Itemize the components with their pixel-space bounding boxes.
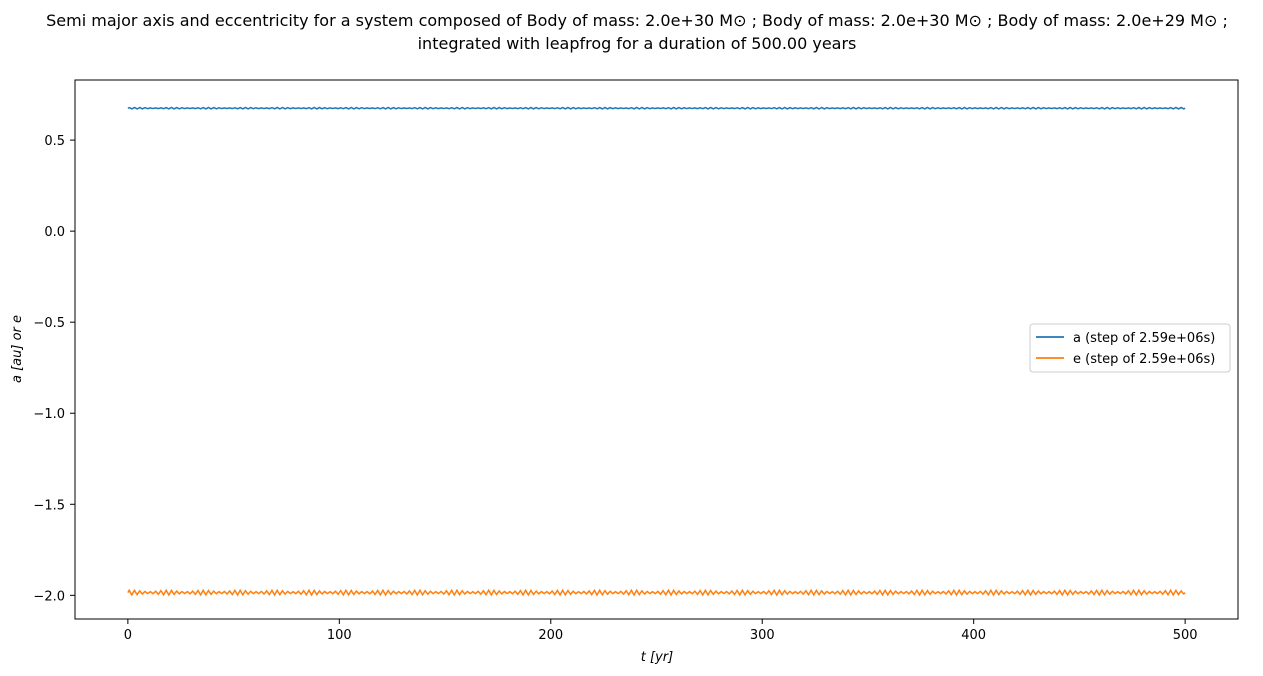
legend: a (step of 2.59e+06s) e (step of 2.59e+0… bbox=[1029, 323, 1231, 373]
chart-title-line-2: integrated with leapfrog for a duration … bbox=[418, 34, 857, 53]
legend-label-e: e (step of 2.59e+06s) bbox=[1073, 352, 1215, 367]
legend-box bbox=[1029, 323, 1231, 373]
x-tick-label: 300 bbox=[750, 628, 775, 643]
y-tick-label: −1.0 bbox=[33, 407, 65, 422]
x-axis-label: t [yr] bbox=[641, 650, 673, 665]
y-tick-label: −0.5 bbox=[33, 316, 65, 331]
x-tick-label: 400 bbox=[961, 628, 986, 643]
series-lines bbox=[127, 106, 1186, 597]
x-tick-label: 200 bbox=[538, 628, 563, 643]
chart-title-line-1: Semi major axis and eccentricity for a s… bbox=[46, 11, 1228, 30]
y-axis-label: a [au] or e bbox=[10, 315, 25, 383]
x-tick-label: 500 bbox=[1173, 628, 1198, 643]
y-tick-label: −2.0 bbox=[33, 589, 65, 604]
y-tick-label: 0.0 bbox=[44, 225, 65, 240]
series-line-e bbox=[127, 588, 1186, 597]
y-tick-label: 0.5 bbox=[44, 134, 65, 149]
y-tick-label: −1.5 bbox=[33, 498, 65, 513]
x-tick-label: 100 bbox=[327, 628, 352, 643]
plot-area-frame bbox=[74, 79, 1239, 620]
x-tick-label: 0 bbox=[124, 628, 132, 643]
series-line-a bbox=[127, 106, 1186, 110]
legend-label-a: a (step of 2.59e+06s) bbox=[1073, 331, 1215, 346]
y-axis-ticks: 0.5 0.0 −0.5 −1.0 −1.5 −2.0 bbox=[33, 134, 75, 604]
x-axis-ticks: 0 100 200 300 400 500 bbox=[124, 619, 1198, 643]
